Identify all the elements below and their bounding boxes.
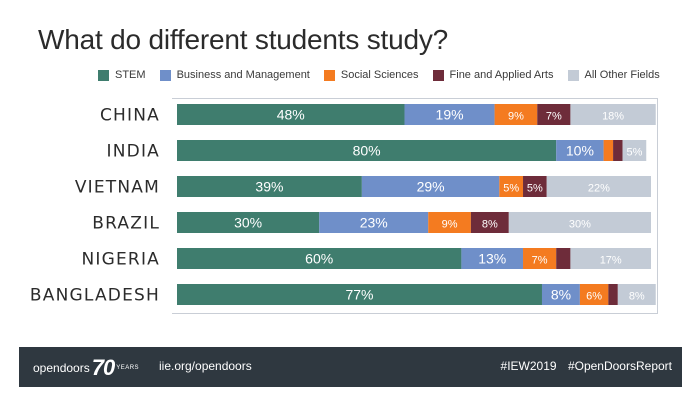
bar-segment <box>556 248 571 269</box>
bar-segment <box>556 140 604 161</box>
legend-label: STEM <box>115 69 146 81</box>
bar-value-label: 6% <box>586 291 602 303</box>
bar-segment <box>546 176 651 197</box>
bar-segment <box>499 176 524 197</box>
legend-item: Social Sciences <box>323 69 419 81</box>
logo-years: YEARS <box>116 365 140 371</box>
bar-value-label: 60% <box>305 251 333 267</box>
bar-value-label: 29% <box>417 179 445 195</box>
bar-segment <box>603 140 614 161</box>
chart-title: What do different students study? <box>38 24 449 55</box>
bar-segment <box>177 248 462 269</box>
bar-segment <box>541 284 580 305</box>
bar-segment <box>177 284 542 305</box>
bar-segment <box>617 284 656 305</box>
plot-frame <box>172 98 658 314</box>
bar-value-label: 23% <box>360 215 388 231</box>
footer-bar: opendoors 70 YEARS iie.org/opendoors #IE… <box>19 347 682 387</box>
bar-value-label: 13% <box>478 251 506 267</box>
legend-label: Fine and Applied Arts <box>449 69 554 81</box>
bar-segment <box>494 104 538 125</box>
legend-item: Business and Management <box>159 69 310 81</box>
bar-segment <box>608 284 618 305</box>
legend-swatch <box>567 69 579 81</box>
category-label: NIGERIA <box>81 250 160 270</box>
legend-swatch <box>159 69 171 81</box>
bar-segment <box>177 176 362 197</box>
bar-segment <box>361 176 500 197</box>
bar-value-label: 5% <box>626 147 642 159</box>
legend-label: All Other Fields <box>584 69 660 81</box>
footer-hashtags: #IEW2019 #OpenDoorsReport <box>493 359 672 373</box>
bar-segment <box>177 104 405 125</box>
logo-number: 70 <box>91 355 116 380</box>
bar-value-label: 39% <box>255 179 283 195</box>
bar-value-label: 7% <box>532 255 548 267</box>
bar-segment <box>428 212 471 233</box>
bar-segment <box>579 284 609 305</box>
legend-item: Fine and Applied Arts <box>432 69 554 81</box>
footer-url-link[interactable]: iie.org/opendoors <box>159 359 252 373</box>
bar-segment <box>570 248 651 269</box>
bar-value-label: 5% <box>503 183 519 195</box>
chart-legend: STEM Business and Management Social Scienc… <box>98 67 674 83</box>
legend-item: All Other Fields <box>567 69 660 81</box>
bar-segment <box>470 212 509 233</box>
bar-segment <box>319 212 429 233</box>
bar-segment <box>177 212 320 233</box>
bar-value-label: 9% <box>508 111 524 123</box>
bar-value-label: 10% <box>566 143 594 159</box>
legend-swatch <box>323 69 335 81</box>
bar-value-label: 48% <box>277 107 305 123</box>
bar-value-label: 30% <box>234 215 262 231</box>
category-label: BANGLADESH <box>30 286 160 306</box>
bar-segment <box>622 140 647 161</box>
bar-segment <box>461 248 524 269</box>
hashtag-opendoorsreport: #OpenDoorsReport <box>567 359 672 373</box>
bar-value-label: 5% <box>527 183 543 195</box>
bar-segment <box>570 104 656 125</box>
legend-label: Business and Management <box>176 69 310 81</box>
bar-value-label: 7% <box>546 111 562 123</box>
logo-wordmark: opendoors <box>33 361 90 375</box>
bar-segment <box>523 176 547 197</box>
hashtag-iew2019: #IEW2019 <box>500 359 557 373</box>
category-label: BRAZIL <box>92 214 160 234</box>
legend-swatch <box>432 69 444 81</box>
bar-value-label: 22% <box>588 183 610 195</box>
bar-segment <box>508 212 651 233</box>
bar-value-label: 8% <box>551 287 571 303</box>
bar-value-label: 80% <box>353 143 381 159</box>
bar-value-label: 18% <box>602 111 624 123</box>
bar-value-label: 17% <box>600 255 622 267</box>
bar-segment <box>613 140 623 161</box>
bar-segment <box>404 104 495 125</box>
legend-item: STEM <box>98 69 146 81</box>
bar-value-label: 9% <box>442 219 458 231</box>
bar-value-label: 30% <box>569 219 591 231</box>
legend-label: Social Sciences <box>340 69 419 81</box>
bar-value-label: 19% <box>436 107 464 123</box>
bar-segment <box>537 104 571 125</box>
bar-value-label: 77% <box>345 287 373 303</box>
category-label: INDIA <box>107 142 160 162</box>
opendoors-logo: opendoors 70 YEARS <box>33 355 139 381</box>
category-label: CHINA <box>100 106 160 126</box>
bar-segment <box>177 140 557 161</box>
legend-swatch <box>98 69 109 81</box>
category-label: VIETNAM <box>75 178 160 198</box>
bar-value-label: 8% <box>482 219 498 231</box>
stacked-bar-chart: CHINA 48% 19% 9% 7% 18% INDIA 80% 10% 5% VIETNAM 39… <box>30 104 656 306</box>
bar-value-label: 8% <box>629 291 645 303</box>
bar-segment <box>523 248 557 269</box>
